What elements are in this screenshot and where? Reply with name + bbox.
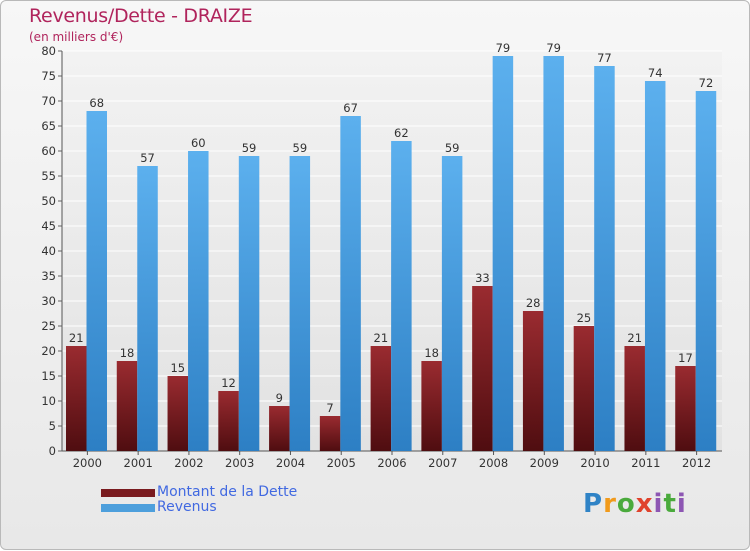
bar-revenus: [441, 156, 463, 451]
bar-dette: [573, 326, 595, 451]
y-tick-label: 65: [41, 119, 56, 133]
bar-revenus: [86, 111, 107, 451]
x-tick-label: 2000: [73, 456, 102, 470]
y-tick-label: 55: [41, 169, 56, 183]
bar-dette: [472, 286, 493, 451]
y-tick-label: 5: [49, 419, 56, 433]
data-label-dette: 21: [374, 331, 389, 345]
y-tick-label: 40: [41, 244, 56, 258]
bar-dette: [66, 346, 87, 451]
bar-dette: [522, 311, 544, 451]
y-tick-label: 80: [41, 44, 56, 58]
x-tick-label: 2004: [276, 456, 305, 470]
x-tick-label: 2002: [174, 456, 203, 470]
data-label-revenus: 57: [140, 151, 155, 165]
data-label-dette: 33: [475, 271, 490, 285]
x-tick-label: 2001: [124, 456, 153, 470]
bar-dette: [319, 416, 341, 451]
legend-label-dette: Montant de la Dette: [157, 484, 298, 500]
bar-revenus: [188, 151, 209, 451]
legend-swatch-revenus: [101, 504, 155, 512]
x-tick-label: 2008: [479, 456, 508, 470]
legend-label-revenus: Revenus: [157, 499, 217, 515]
y-tick-label: 45: [41, 219, 56, 233]
x-tick-label: 2003: [225, 456, 254, 470]
bar-dette: [624, 346, 645, 451]
data-label-dette: 21: [627, 331, 642, 345]
bar-dette: [218, 391, 239, 451]
bar-dette: [116, 361, 138, 451]
y-tick-label: 15: [41, 369, 56, 383]
data-label-dette: 28: [526, 296, 541, 310]
bar-revenus: [492, 56, 514, 451]
y-tick-label: 35: [41, 269, 56, 283]
bar-revenus: [340, 116, 361, 451]
legend-item-revenus: Revenus: [101, 499, 421, 517]
data-label-dette: 9: [276, 391, 283, 405]
data-label-revenus: 72: [699, 76, 714, 90]
bar-revenus: [543, 56, 564, 451]
bar-dette: [269, 406, 290, 451]
data-label-dette: 7: [326, 401, 333, 415]
bar-dette: [675, 366, 696, 451]
y-tick-label: 25: [41, 319, 56, 333]
data-label-revenus: 77: [597, 51, 612, 65]
bar-revenus: [289, 156, 311, 451]
bar-revenus: [594, 66, 615, 451]
chart-title: Revenus/Dette - DRAIZE: [29, 5, 253, 27]
x-tick-label: 2006: [377, 456, 406, 470]
y-tick-label: 30: [41, 294, 56, 308]
data-label-dette: 18: [120, 346, 135, 360]
data-label-dette: 12: [221, 376, 236, 390]
bar-revenus: [137, 166, 158, 451]
data-label-revenus: 79: [496, 41, 511, 55]
data-label-revenus: 60: [191, 136, 206, 150]
data-label-dette: 15: [170, 361, 185, 375]
x-tick-label: 2005: [327, 456, 356, 470]
x-tick-label: 2007: [428, 456, 457, 470]
y-tick-label: 75: [41, 69, 56, 83]
x-tick-label: 2012: [682, 456, 711, 470]
data-label-revenus: 59: [242, 141, 257, 155]
bar-dette: [421, 361, 442, 451]
proxiti-logo: Proxiti: [583, 489, 687, 519]
data-label-revenus: 68: [89, 96, 104, 110]
x-tick-label: 2010: [580, 456, 609, 470]
legend-item-dette: Montant de la Dette: [101, 484, 421, 502]
legend-swatch-dette: [101, 489, 155, 497]
bar-revenus: [238, 156, 260, 451]
y-tick-label: 0: [49, 444, 56, 458]
y-tick-label: 70: [41, 94, 56, 108]
bar-dette: [370, 346, 392, 451]
data-label-dette: 17: [678, 351, 693, 365]
data-label-revenus: 67: [343, 101, 358, 115]
data-label-revenus: 74: [648, 66, 663, 80]
data-label-dette: 25: [577, 311, 592, 325]
x-tick-label: 2009: [530, 456, 559, 470]
bar-revenus: [644, 81, 666, 451]
bar-revenus: [695, 91, 717, 451]
data-label-revenus: 62: [394, 126, 409, 140]
y-tick-label: 50: [41, 194, 56, 208]
data-label-revenus: 59: [445, 141, 460, 155]
y-tick-label: 60: [41, 144, 56, 158]
y-tick-label: 10: [41, 394, 56, 408]
data-label-revenus: 79: [546, 41, 561, 55]
bar-dette: [167, 376, 189, 451]
data-label-revenus: 59: [293, 141, 308, 155]
y-tick-label: 20: [41, 344, 56, 358]
data-label-dette: 21: [69, 331, 84, 345]
data-label-dette: 18: [424, 346, 439, 360]
bar-revenus: [391, 141, 412, 451]
x-tick-label: 2011: [631, 456, 660, 470]
chart-subtitle: (en milliers d'€): [29, 30, 124, 44]
